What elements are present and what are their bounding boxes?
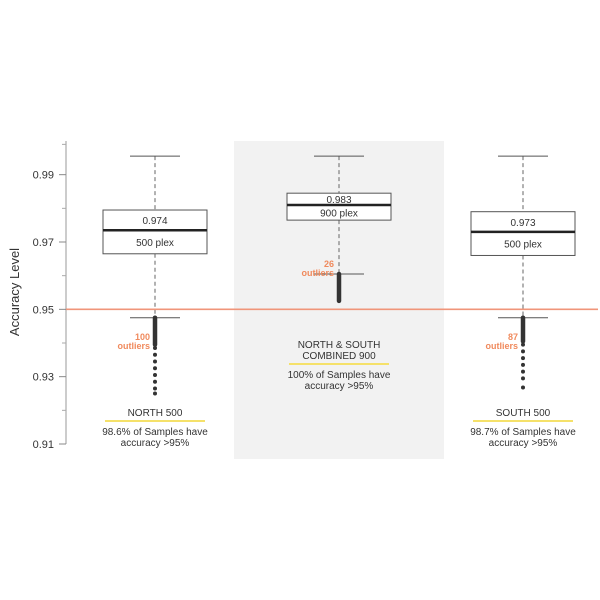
median-value-label: 0.974 (142, 216, 167, 227)
outlier-count-label: 87 (508, 332, 518, 342)
outlier-count-label: 26 (324, 259, 334, 269)
outlier-point (153, 372, 157, 377)
y-tick-label: 0.93 (33, 372, 54, 384)
outlier-point (521, 362, 525, 367)
median-value-label: 0.973 (510, 218, 535, 229)
y-tick-label: 0.91 (33, 439, 54, 451)
sample-size-label: 500 plex (504, 240, 542, 251)
group-caption: 98.6% of Samples have (102, 427, 208, 438)
y-tick-label: 0.95 (33, 304, 54, 316)
outlier-point (521, 342, 525, 347)
group-name: NORTH & SOUTH (298, 340, 381, 351)
iqr-box (102, 209, 208, 255)
outlier-point (521, 369, 525, 374)
group-caption: accuracy >95% (489, 438, 558, 449)
outlier-count-label: outliers (117, 341, 150, 351)
group-caption: accuracy >95% (305, 381, 374, 392)
outlier-point (153, 386, 157, 391)
outlier-point (521, 356, 525, 361)
y-tick-label: 0.97 (33, 237, 54, 249)
outlier-point (521, 385, 525, 390)
group-caption: accuracy >95% (121, 438, 190, 449)
group-name: NORTH 500 (128, 408, 183, 419)
sample-size-label: 900 plex (320, 209, 358, 220)
sample-size-label: 500 plex (136, 238, 174, 249)
outlier-count-label: 100 (135, 332, 150, 342)
outlier-point (521, 349, 525, 354)
outlier-point (153, 346, 157, 351)
iqr-box (286, 192, 392, 221)
group-caption: 98.7% of Samples have (470, 427, 576, 438)
outlier-count-label: outliers (301, 268, 334, 278)
median-value-label: 0.983 (326, 195, 351, 206)
outlier-count-label: outliers (485, 341, 518, 351)
outlier-point (521, 376, 525, 381)
y-tick-label: 0.99 (33, 170, 54, 182)
iqr-box (470, 211, 576, 256)
y-axis-label: Accuracy Level (7, 248, 22, 336)
outlier-point (153, 352, 157, 357)
outlier-point (153, 359, 157, 364)
outlier-point (153, 379, 157, 384)
group-name: SOUTH 500 (496, 408, 551, 419)
outlier-point (153, 366, 157, 371)
outlier-point (153, 391, 157, 396)
group-name: COMBINED 900 (302, 351, 376, 362)
group-caption: 100% of Samples have (288, 370, 391, 381)
